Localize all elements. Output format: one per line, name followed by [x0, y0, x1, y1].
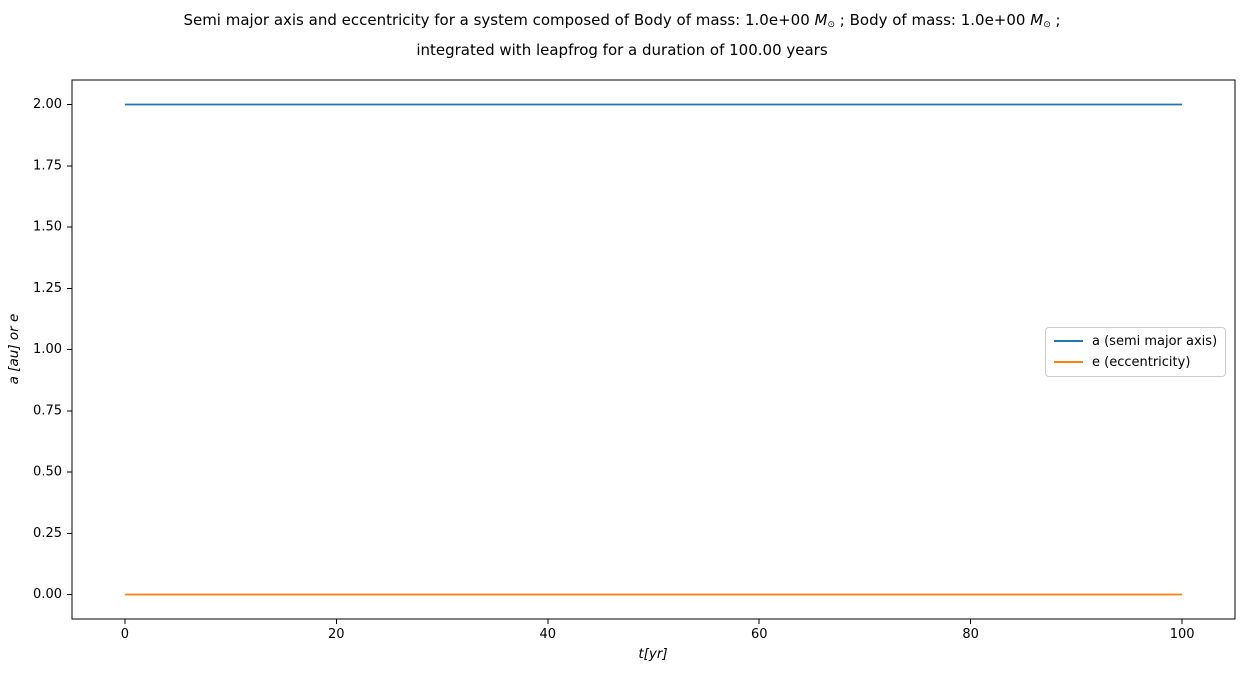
- y-tick-label: 0.00: [33, 587, 62, 602]
- chart-title-line1: Semi major axis and eccentricity for a s…: [0, 8, 1244, 38]
- x-axis-unit: [yr]: [643, 646, 668, 662]
- x-axis-variable: t: [638, 646, 644, 662]
- title-text-part2: ; Body of mass: 1.0e+00: [835, 11, 1031, 29]
- y-tick-label: 1.75: [33, 158, 62, 173]
- legend-line-icon: [1054, 340, 1083, 342]
- sun-symbol-icon: ⊙: [1043, 20, 1051, 30]
- y-tick-label: 1.50: [33, 220, 62, 235]
- x-tick-label: 0: [121, 627, 129, 642]
- legend-entry: e (eccentricity): [1054, 354, 1217, 370]
- y-tick-label: 0.50: [33, 465, 62, 480]
- legend-label: a (semi major axis): [1092, 333, 1218, 349]
- x-tick-label: 40: [539, 627, 556, 642]
- chart-title-line2: integrated with leapfrog for a duration …: [416, 41, 828, 59]
- y-tick-label: 0.75: [33, 403, 62, 418]
- legend-line-icon: [1054, 361, 1083, 363]
- legend: a (semi major axis) e (eccentricity): [1045, 327, 1226, 377]
- legend-label: e (eccentricity): [1092, 354, 1191, 370]
- x-tick-label: 80: [962, 627, 979, 642]
- x-tick-label: 20: [328, 627, 345, 642]
- x-tick-label: 60: [751, 627, 768, 642]
- x-axis-label: t[yr]: [638, 646, 667, 662]
- sun-symbol-icon: ⊙: [827, 20, 836, 30]
- y-axis-label: a [au] or e: [6, 313, 22, 385]
- y-tick-label: 1.25: [33, 281, 62, 296]
- title-mass-symbol-2: M: [1030, 11, 1044, 29]
- title-text-part1: Semi major axis and eccentricity for a s…: [183, 11, 815, 29]
- y-tick-label: 2.00: [33, 97, 62, 112]
- title-text-part3: ;: [1050, 11, 1061, 29]
- legend-entry: a (semi major axis): [1054, 333, 1217, 349]
- y-tick-label: 1.00: [33, 342, 62, 357]
- title-mass-symbol-1: M: [814, 11, 828, 29]
- x-tick-label: 100: [1170, 627, 1195, 642]
- y-tick-label: 0.25: [33, 526, 62, 541]
- chart-title: Semi major axis and eccentricity for a s…: [0, 8, 1244, 63]
